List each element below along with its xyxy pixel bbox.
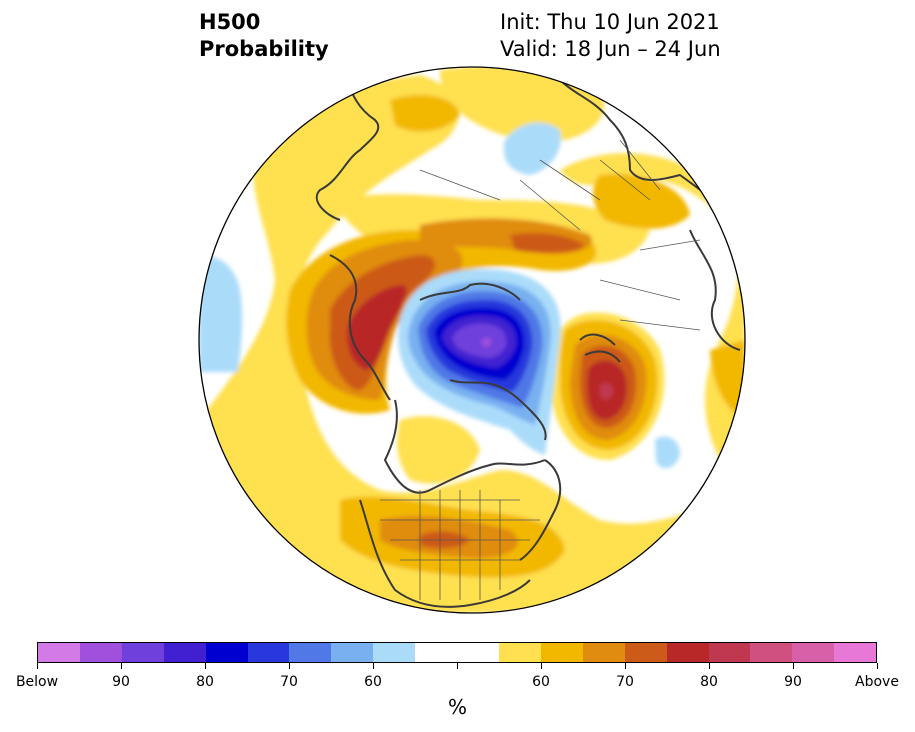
colorbar-segment bbox=[624, 643, 667, 662]
colorbar-tick bbox=[120, 663, 122, 669]
colorbar-segment bbox=[121, 643, 164, 662]
colorbar-segment bbox=[247, 643, 290, 662]
colorbar-segment bbox=[834, 643, 877, 662]
colorbar-segment bbox=[373, 643, 416, 662]
colorbar-tick bbox=[708, 663, 710, 669]
colorbar-tick-label: Above bbox=[855, 674, 899, 690]
colorbar-tick-label: 90 bbox=[112, 674, 130, 690]
colorbar-segment bbox=[708, 643, 751, 662]
colorbar-unit: % bbox=[447, 695, 467, 719]
colorbar-tick-label: Below bbox=[15, 674, 59, 690]
init-date: Init: Thu 10 Jun 2021 bbox=[500, 10, 720, 34]
colorbar-tick-label: 80 bbox=[196, 674, 214, 690]
colorbar-tick bbox=[372, 663, 374, 669]
probability-field bbox=[199, 67, 745, 613]
colorbar-segment bbox=[582, 643, 625, 662]
colorbar-segment bbox=[331, 643, 374, 662]
colorbar-tick-label: 60 bbox=[532, 674, 550, 690]
colorbar-segment bbox=[38, 643, 80, 662]
colorbar-tick bbox=[456, 663, 458, 669]
colorbar-tick bbox=[792, 663, 794, 669]
colorbar-segment bbox=[415, 643, 458, 662]
coastlines bbox=[315, 69, 741, 608]
title-right: Init: Thu 10 Jun 2021 Valid: 18 Jun – 24… bbox=[500, 9, 721, 63]
colorbar-tick-label: 80 bbox=[700, 674, 718, 690]
title-type: Probability bbox=[199, 37, 329, 61]
map-boundary bbox=[198, 66, 746, 614]
title-left: H500 Probability bbox=[199, 9, 329, 63]
colorbar-segment bbox=[163, 643, 206, 662]
colorbar-tick bbox=[204, 663, 206, 669]
valid-range: Valid: 18 Jun – 24 Jun bbox=[500, 37, 721, 61]
colorbar-tick bbox=[288, 663, 290, 669]
polar-map bbox=[198, 66, 746, 614]
colorbar-tick-label: 70 bbox=[280, 674, 298, 690]
colorbar-segment bbox=[792, 643, 835, 662]
colorbar-segment bbox=[289, 643, 332, 662]
colorbar-segment bbox=[457, 643, 499, 662]
colorbar-segment bbox=[205, 643, 248, 662]
colorbar-tick bbox=[540, 663, 542, 669]
title-product: H500 bbox=[199, 10, 261, 34]
colorbar-segment bbox=[540, 643, 583, 662]
colorbar-tick bbox=[876, 663, 878, 669]
colorbar-segment bbox=[666, 643, 709, 662]
colorbar bbox=[37, 642, 877, 663]
colorbar-tick bbox=[36, 663, 38, 669]
colorbar-tick bbox=[624, 663, 626, 669]
colorbar-tick-label: 90 bbox=[784, 674, 802, 690]
colorbar-tick-label: 70 bbox=[616, 674, 634, 690]
colorbar-segment bbox=[79, 643, 122, 662]
colorbar-segment bbox=[750, 643, 793, 662]
political-borders bbox=[380, 139, 701, 600]
colorbar-segment bbox=[498, 643, 541, 662]
colorbar-tick-label: 60 bbox=[364, 674, 382, 690]
